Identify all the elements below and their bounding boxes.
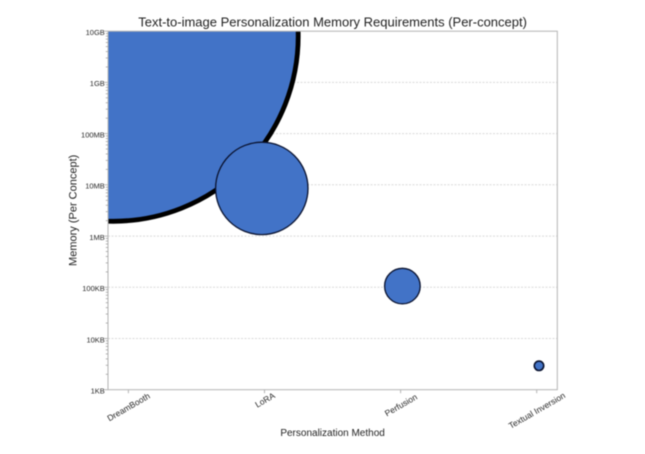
svg-text:Personalization Method: Personalization Method — [280, 428, 385, 439]
svg-text:1MB: 1MB — [89, 233, 104, 242]
svg-text:10KB: 10KB — [86, 335, 104, 344]
svg-text:Text-to-image Personalization: Text-to-image Personalization Memory Req… — [138, 15, 527, 30]
svg-text:10MB: 10MB — [85, 182, 105, 191]
svg-text:100KB: 100KB — [82, 284, 105, 293]
svg-text:1KB: 1KB — [91, 387, 105, 396]
svg-text:100MB: 100MB — [81, 130, 105, 139]
svg-text:Memory (Per Concept): Memory (Per Concept) — [68, 155, 80, 266]
svg-text:1GB: 1GB — [90, 79, 105, 88]
svg-text:10GB: 10GB — [86, 28, 105, 37]
